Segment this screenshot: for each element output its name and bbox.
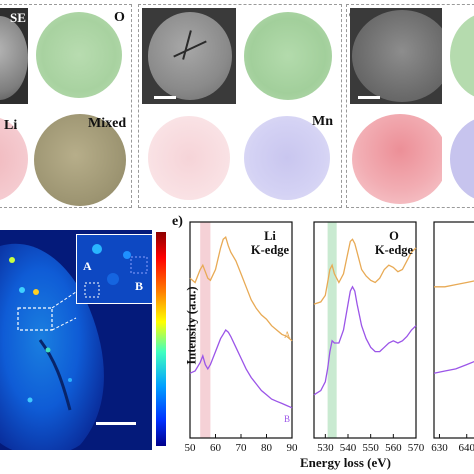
se-image-c — [350, 8, 442, 104]
tile-label-li: Li — [4, 118, 18, 133]
x-tick-label-0: 60 — [210, 442, 222, 454]
plot-frame-1 — [313, 221, 417, 439]
series-line-B-1 — [313, 285, 417, 396]
inset-zoom: A B — [76, 234, 152, 304]
x-tick-label-0: 90 — [287, 442, 299, 454]
mn-map-c — [446, 112, 474, 206]
se-image-a: SE — [0, 8, 28, 104]
o-map-c — [446, 8, 474, 104]
li-map-c — [350, 112, 442, 206]
x-axis-title: Energy loss (eV) — [300, 455, 391, 470]
mixed-map-a: Mixed — [32, 112, 130, 208]
x-tick-label-1: 570 — [408, 442, 425, 454]
x-tick-label-2: 640 — [458, 442, 474, 454]
li-map-b — [142, 112, 236, 206]
x-tick-label-1: 560 — [385, 442, 402, 454]
edge-label-sub-0: K-edge — [251, 243, 290, 257]
x-tick-label-1: 530 — [317, 442, 334, 454]
panel-a-frame — [0, 4, 132, 208]
tile-label-mn: Mn — [312, 114, 333, 129]
plot-frame-2 — [433, 221, 474, 439]
x-tick-label-1: 540 — [340, 442, 357, 454]
series-line-A-1 — [313, 238, 417, 305]
inset-label-b: B — [135, 279, 144, 293]
x-tick-label-2: 630 — [431, 442, 448, 454]
series-line-B-2 — [433, 360, 474, 374]
tile-label-o: O — [114, 10, 125, 25]
edge-label-1: O — [389, 229, 399, 243]
intensity-map: A B — [0, 230, 152, 450]
li-map-a: Li — [0, 112, 28, 206]
x-tick-label-0: 70 — [236, 442, 248, 454]
highlight-band-1 — [327, 222, 337, 438]
mn-map-b: Mn — [240, 112, 338, 206]
tile-label-mixed: Mixed — [88, 116, 127, 131]
edge-label-sub-1: K-edge — [375, 243, 414, 257]
panel-b-frame — [138, 4, 342, 208]
x-tick-label-0: 50 — [185, 442, 197, 454]
tile-label-se: SE — [10, 10, 26, 25]
inset-label-a: A — [83, 259, 92, 273]
series-label-A: A — [284, 330, 291, 340]
o-map-b — [240, 8, 338, 104]
highlight-band-0 — [200, 222, 211, 438]
series-label-B: B — [284, 414, 290, 424]
panel-label-e: e) — [172, 214, 183, 229]
x-tick-label-0: 80 — [261, 442, 273, 454]
edge-label-0: Li — [264, 229, 276, 243]
series-line-A-0 — [189, 235, 293, 342]
se-image-b — [142, 8, 236, 104]
panel-c-frame — [346, 4, 474, 208]
colorbar — [156, 232, 166, 446]
series-line-A-2 — [434, 280, 474, 288]
o-map-a: O — [32, 8, 128, 104]
series-line-B-0 — [189, 329, 293, 409]
x-tick-label-1: 550 — [362, 442, 379, 454]
